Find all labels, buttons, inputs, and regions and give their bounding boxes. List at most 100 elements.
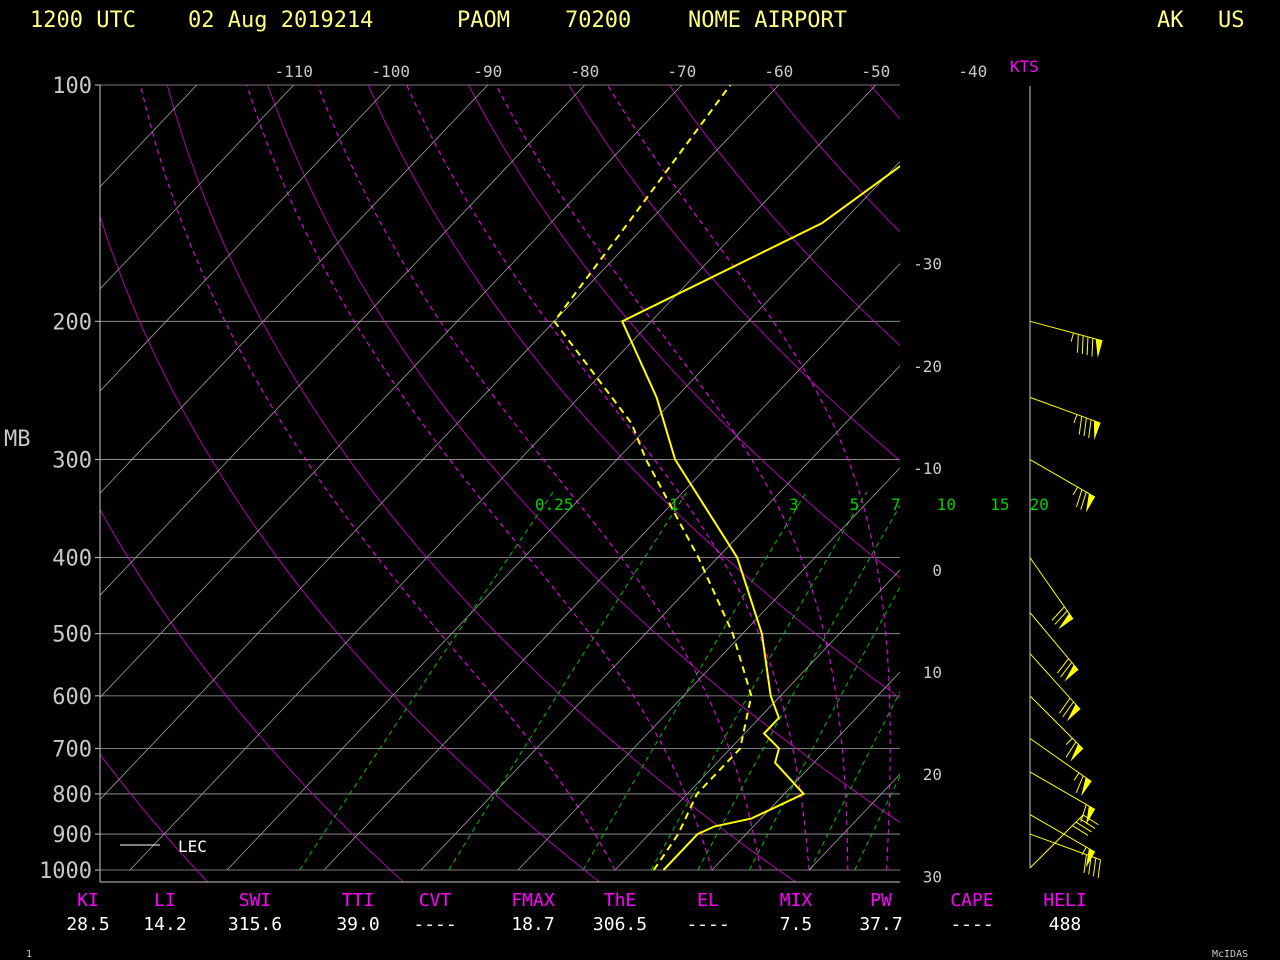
temperature-tick-label-right: -30 [913,255,942,274]
index-value: ---- [950,914,993,935]
wind-barb-half-flag [1073,772,1080,781]
mixing-ratio-line [650,491,868,871]
index-label: CVT [419,890,452,911]
index-label: PW [870,890,892,911]
mixing-ratio-label: 5 [850,495,860,514]
index-label: MIX [780,890,813,911]
mixing-ratio-label: 0.25 [535,495,574,514]
isotherm-line [906,85,1280,870]
moist-adiabat-line [140,85,616,871]
header-time: 1200 UTC [30,8,136,33]
header: 1200 UTC 02 Aug 2019214 PAOM 70200 NOME … [30,8,1245,33]
wind-barb-full-flag [1075,821,1092,833]
temperature-tick-label-top: -60 [764,62,793,81]
temperature-tick-label-right: 0 [932,561,942,580]
mixing-ratio-line [854,775,900,871]
wind-barb-full-flag [1079,818,1096,829]
wind-barb [1029,695,1084,762]
index-label: HELI [1043,890,1086,911]
mixing-ratio-label: 20 [1030,495,1049,514]
isobar-grid [100,84,900,871]
temperature-tick-label-top: -100 [372,62,411,81]
temperature-tick-label-right: -10 [913,459,942,478]
wind-barb-full-flag [1091,338,1094,357]
mixing-ratio-label: 15 [990,495,1009,514]
wind-barb-staff [1029,396,1101,424]
wind-barb-full-flag [1077,334,1079,353]
header-state: AK [1157,8,1184,33]
mixing-ratio-line [697,504,900,871]
index-label: KI [77,890,99,911]
temperature-tick-label-top: -70 [667,62,696,81]
footer-left-text: 1 [26,949,32,960]
temperature-tick-label-top: -80 [570,62,599,81]
wind-barb-full-flag [1051,606,1065,621]
index-value: 18.7 [511,914,554,935]
dry-adiabat-line [1071,85,1280,887]
temperature-tick-label-top: -110 [275,62,314,81]
index-label: FMAX [511,890,555,911]
pressure-tick-label: 700 [52,737,92,762]
wind-barb-pennant [1093,420,1101,440]
isotherm-line [0,85,3,870]
temperature-tick-label-right: 30 [923,867,942,886]
wind-barb-staff [1029,653,1081,710]
isotherm-line [100,85,586,596]
dry-adiabat-line [100,214,601,882]
dry-adiabat-line [1272,85,1280,887]
temperature-tick-label-right: 20 [923,765,942,784]
isotherm-line [100,85,198,188]
header-station-name: NOME AIRPORT [688,8,847,33]
isotherm-line [100,85,489,494]
dry-adiabat-line [166,85,797,882]
isotherm-line [100,85,683,698]
dry-adiabats [100,85,1280,887]
wind-barb-full-flag [1081,335,1084,354]
wind-barb [1029,320,1103,359]
mixing-ratio-label: 1 [669,495,679,514]
mixing-ratio-line [748,586,900,871]
wind-barb-full-flag [1075,775,1084,794]
dry-adiabat-line [367,85,900,699]
pressure-tick-label: 1000 [39,859,92,884]
wind-barb-full-flag [1075,489,1083,508]
index-value: 306.5 [593,914,647,935]
wind-barb-staff [1029,320,1103,342]
wind-barb-full-flag [1072,825,1089,836]
index-value: 7.5 [780,914,813,935]
index-value: ---- [413,914,456,935]
wind-barb-full-flag [1092,857,1097,877]
index-label: ThE [604,890,637,911]
moist-adiabat-line [495,85,849,870]
wind-barb-full-flag [1078,416,1083,435]
temperature-tick-label-top: -40 [958,62,987,81]
index-value: 37.7 [859,914,902,935]
wind-barb [1029,612,1079,682]
wind-barb-half-flag [1072,486,1079,496]
wind-barb-pennant [1066,704,1081,722]
wind-barb-full-flag [1080,491,1087,510]
pressure-tick-label: 200 [52,310,92,335]
mixing-ratio-line [299,491,554,871]
wind-barb-full-flag [1060,662,1073,678]
wind-barb [1029,833,1101,879]
wind-barb-full-flag [1088,419,1092,438]
wind-barb-full-flag [1083,417,1087,437]
wind-barb-full-flag [1083,854,1087,873]
wind-barb-pennant [1058,613,1074,630]
wind-barb [1029,459,1096,513]
pressure-tick-label: 900 [52,823,92,848]
wind-barb-pennant [1070,743,1084,762]
temperature-profile-line [620,165,900,871]
wind-barb-staff [1029,459,1096,498]
wind-barb-full-flag [1062,701,1074,718]
wind-barb-staff [1029,738,1092,782]
wind-barb-staff [1029,695,1084,750]
temperature-tick-label-right: 10 [923,663,942,682]
isotherm-line [323,263,900,871]
dry-adiabat-line [1171,85,1280,887]
index-label: SWI [239,890,272,911]
wind-barb [1029,771,1096,826]
wind-barb-staff [1029,612,1079,671]
pressure-tick-label: 400 [52,547,92,572]
